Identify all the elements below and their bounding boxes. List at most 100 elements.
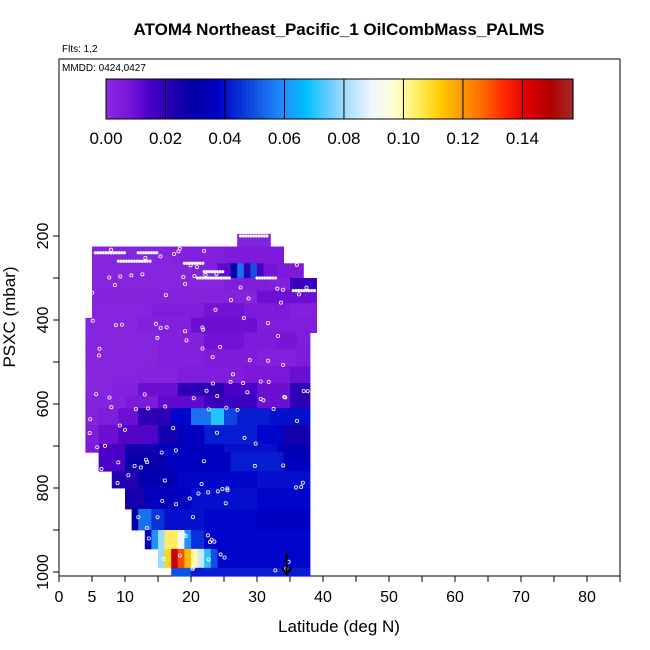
white-dot bbox=[109, 247, 114, 252]
white-dot bbox=[228, 379, 233, 384]
colorbar-swatch bbox=[362, 79, 368, 119]
white-dot bbox=[122, 427, 127, 432]
colorbar-swatch bbox=[207, 79, 212, 119]
heatmap-cell bbox=[191, 317, 258, 333]
colorbar-swatch bbox=[514, 79, 520, 119]
heatmap-cell bbox=[276, 332, 298, 350]
colorbar-swatch bbox=[304, 79, 309, 119]
heatmap-cell bbox=[111, 471, 139, 489]
white-dot bbox=[115, 481, 120, 486]
white-dot bbox=[187, 496, 192, 501]
white-dot bbox=[148, 259, 152, 263]
heatmap-cell bbox=[138, 408, 172, 426]
white-dot bbox=[88, 417, 93, 422]
colorbar-swatch bbox=[378, 79, 383, 119]
colorbar-swatch bbox=[339, 79, 344, 119]
colorbar-swatch bbox=[526, 79, 531, 119]
white-dot bbox=[225, 486, 230, 491]
heatmap-cell bbox=[250, 263, 258, 279]
white-dot bbox=[299, 485, 304, 490]
white-dot bbox=[183, 329, 188, 334]
white-dot bbox=[294, 262, 299, 267]
heatmap-cell bbox=[138, 317, 192, 333]
white-dot bbox=[213, 307, 218, 312]
white-dot bbox=[155, 335, 160, 340]
colorbar-swatch bbox=[176, 79, 181, 119]
y-tick-label: 200 bbox=[35, 223, 52, 250]
white-dot bbox=[153, 321, 158, 326]
white-dot bbox=[102, 443, 107, 448]
heatmap-cell bbox=[184, 530, 192, 550]
heatmap-cell bbox=[85, 395, 126, 409]
heatmap-cell bbox=[224, 408, 238, 426]
white-dot bbox=[242, 435, 247, 440]
colorbar-swatch bbox=[518, 79, 524, 119]
colorbar-swatch bbox=[382, 79, 387, 119]
heatmap-cell bbox=[243, 366, 291, 384]
white-dot bbox=[235, 407, 240, 412]
heatmap-cell bbox=[204, 349, 258, 367]
colorbar-swatch bbox=[557, 79, 562, 119]
colorbar-swatch bbox=[257, 79, 263, 119]
white-dots bbox=[87, 234, 317, 576]
colorbar-swatch bbox=[397, 79, 403, 119]
x-tick-label: 10 bbox=[116, 589, 134, 606]
colorbar-swatch bbox=[355, 79, 360, 119]
colorbar-swatch bbox=[296, 79, 302, 119]
heatmap-cell bbox=[125, 395, 159, 409]
colorbar-tick-label: 0.14 bbox=[506, 129, 539, 148]
colorbar-swatch bbox=[335, 79, 341, 119]
white-dot bbox=[215, 489, 220, 494]
axes: 0 5 10 20 30 40 50 60 70 80 200 400 600 800 1000 bbox=[35, 223, 621, 606]
heatmap-cell bbox=[204, 395, 258, 409]
y-tick-label: 800 bbox=[35, 475, 52, 502]
heatmap-cell bbox=[270, 408, 311, 426]
white-dot bbox=[188, 263, 193, 268]
colorbar-swatch bbox=[273, 79, 278, 119]
white-dot bbox=[245, 390, 250, 395]
white-dot bbox=[112, 283, 117, 288]
heatmap-cell bbox=[85, 443, 100, 453]
colorbar-swatch bbox=[444, 79, 450, 119]
colorbar-swatch bbox=[246, 79, 251, 119]
colorbar-swatch bbox=[218, 79, 224, 119]
dates-label: MMDD: 0424,0427 bbox=[62, 63, 146, 74]
white-dot bbox=[201, 261, 205, 266]
heatmap-cell bbox=[191, 548, 199, 569]
white-dot bbox=[119, 322, 124, 327]
white-dot bbox=[275, 286, 280, 291]
colorbar-swatch bbox=[448, 79, 453, 119]
heatmap-cell bbox=[92, 303, 152, 319]
white-dot bbox=[200, 325, 205, 330]
white-dot bbox=[94, 392, 99, 397]
heatmap-cell bbox=[158, 530, 166, 550]
x-tick-label: 0 bbox=[55, 589, 64, 606]
colorbar-swatch bbox=[226, 79, 232, 119]
heatmap-cell bbox=[158, 349, 205, 367]
white-dot bbox=[97, 346, 102, 351]
white-dot bbox=[154, 251, 159, 255]
heatmap-cell bbox=[257, 488, 311, 510]
white-dot bbox=[212, 539, 217, 544]
heatmap-cell bbox=[171, 567, 192, 577]
colorbar-swatch bbox=[506, 79, 512, 119]
x-tick-label: 5 bbox=[88, 589, 97, 606]
colorbar-swatch bbox=[121, 79, 127, 119]
white-dot bbox=[96, 353, 101, 358]
white-dot bbox=[107, 395, 112, 400]
colorbar-swatch bbox=[137, 79, 142, 119]
white-dot bbox=[246, 296, 251, 301]
white-dot bbox=[184, 338, 189, 343]
heatmap-cell bbox=[296, 332, 311, 350]
colorbar-swatch bbox=[199, 79, 204, 119]
white-dot bbox=[230, 372, 235, 377]
heatmap-cell bbox=[111, 383, 139, 396]
white-dot bbox=[95, 445, 100, 450]
y-tick-label: 600 bbox=[35, 391, 52, 418]
heatmap-cell bbox=[144, 488, 192, 510]
colorbar-swatch bbox=[156, 79, 162, 119]
heatmap-cell bbox=[85, 317, 139, 333]
heatmap-cell bbox=[85, 349, 159, 367]
white-dot bbox=[196, 491, 201, 496]
heatmap-cell bbox=[177, 530, 185, 550]
